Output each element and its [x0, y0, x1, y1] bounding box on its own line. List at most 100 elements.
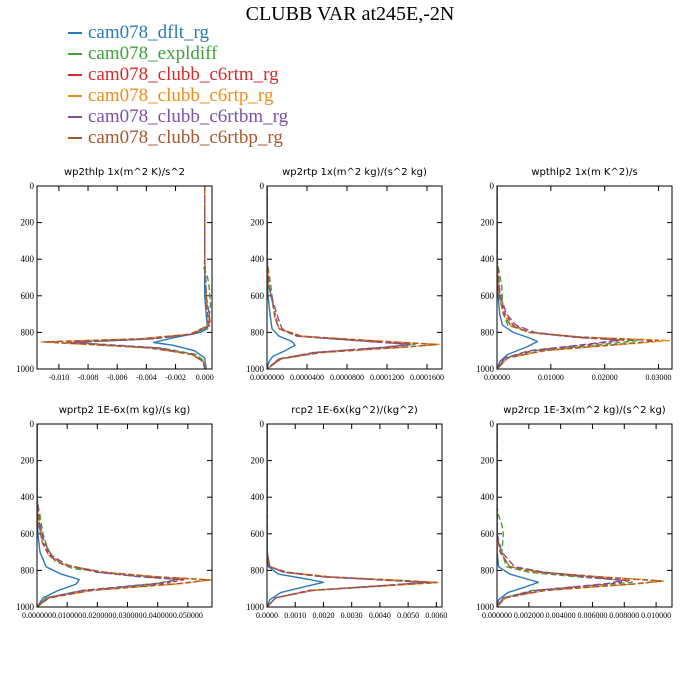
y-tick-label: 0 [30, 181, 35, 191]
series-line [37, 424, 180, 607]
y-tick-label: 600 [251, 291, 265, 301]
legend-item: cam078_clubb_c6rtm_rg [68, 64, 288, 85]
y-tick-label: 400 [21, 254, 35, 264]
x-tick-label: -0.008 [78, 373, 99, 382]
legend-swatch [68, 94, 82, 97]
y-tick-label: 800 [251, 565, 265, 575]
series-line [37, 424, 180, 607]
x-tick-label: 0.030000 [113, 611, 143, 620]
chart-title: wprtp2 1E-6x(m kg)/(s kg) [59, 405, 191, 416]
chart-panel: wp2thlp 1x(m^2 K)/s^2 0 200 400 600 800 1000 -0… [16, 167, 214, 382]
x-tick-label: 0.050000 [173, 611, 203, 620]
series-line [37, 424, 80, 607]
series-line [267, 424, 438, 607]
legend-item: cam078_clubb_c6rtbp_rg [68, 127, 288, 148]
x-tick-label: 0.0001600 [410, 373, 444, 382]
y-tick-label: 400 [481, 254, 495, 264]
y-tick-label: 200 [21, 218, 35, 228]
legend-label: cam078_clubb_c6rtbm_rg [88, 106, 289, 127]
x-tick-label: 0.010000 [641, 611, 671, 620]
x-tick-label: 0.0040 [369, 611, 391, 620]
x-tick-label: 0.02000 [592, 373, 618, 382]
x-tick-label: 0.020000 [82, 611, 112, 620]
x-tick-label: 0.0000400 [290, 373, 324, 382]
plot-frame [496, 423, 673, 608]
chart-panel: wp2rcp 1E-3x(m^2 kg)/(s^2 kg) 0 200 400 600 8… [476, 405, 673, 620]
legend-label: cam078_expldiff [88, 43, 218, 64]
series-line [497, 186, 619, 369]
x-tick-label: 0.0010 [284, 611, 306, 620]
x-tick-label: 0.00000 [484, 373, 510, 382]
legend-swatch [68, 52, 82, 55]
legend-label: cam078_dflt_rg [88, 22, 210, 43]
y-tick-label: 0 [260, 419, 265, 429]
legend-swatch [68, 31, 82, 34]
series-line [497, 186, 625, 369]
y-tick-label: 1000 [476, 602, 495, 612]
x-tick-label: 0.008000 [609, 611, 639, 620]
series-line [497, 424, 624, 607]
series-line [497, 186, 660, 369]
series-line [497, 424, 633, 607]
x-tick-label: -0.010 [49, 373, 70, 382]
y-tick-label: 200 [481, 456, 495, 466]
legend-swatch [68, 115, 82, 118]
y-tick-label: 400 [251, 254, 265, 264]
y-tick-label: 800 [251, 327, 265, 337]
chart-panel: wprtp2 1E-6x(m kg)/(s kg) 0 200 400 600 800 10… [16, 405, 213, 620]
x-tick-label: 0.000000 [22, 611, 52, 620]
series-line [69, 186, 212, 369]
y-tick-label: 600 [481, 529, 495, 539]
series-line [72, 186, 212, 369]
x-tick-label: 0.0000000 [250, 373, 284, 382]
y-tick-label: 800 [21, 327, 35, 337]
y-tick-label: 800 [481, 565, 495, 575]
legend-item: cam078_clubb_c6rtbm_rg [68, 106, 288, 127]
series-line [497, 424, 540, 607]
plot-frame [266, 185, 443, 370]
y-tick-label: 400 [251, 492, 265, 502]
x-tick-label: 0.006000 [577, 611, 607, 620]
y-tick-label: 600 [251, 529, 265, 539]
x-tick-label: 0.03000 [646, 373, 672, 382]
x-tick-label: 0.0050 [397, 611, 419, 620]
y-tick-label: 600 [481, 291, 495, 301]
series-line [267, 186, 296, 369]
chart-panel: wpthlp2 1x(m K^2)/s 0 200 400 600 800 10000.00… [476, 167, 673, 382]
chart-title: wp2rcp 1E-3x(m^2 kg)/(s^2 kg) [503, 405, 666, 416]
legend-item: cam078_dflt_rg [68, 22, 288, 43]
y-tick-label: 200 [21, 456, 35, 466]
legend-swatch [68, 136, 82, 139]
legend-swatch [68, 73, 82, 76]
series-line [497, 186, 539, 369]
chart-title: wpthlp2 1x(m K^2)/s [531, 167, 637, 178]
series-line [497, 186, 638, 369]
x-tick-label: 0.0030 [341, 611, 363, 620]
x-tick-label: 0.040000 [143, 611, 173, 620]
x-tick-label: 0.0001200 [370, 373, 404, 382]
chart-panel: rcp2 1E-6x(kg^2)/(kg^2) 0 200 400 600 800 1000… [246, 405, 447, 620]
chart-title: rcp2 1E-6x(kg^2)/(kg^2) [291, 405, 418, 416]
y-tick-label: 800 [21, 565, 35, 575]
series-line [267, 424, 432, 607]
y-tick-label: 200 [481, 218, 495, 228]
x-tick-label: 0.000 [196, 373, 214, 382]
y-tick-label: 200 [251, 456, 265, 466]
x-tick-label: 0.0000 [256, 611, 278, 620]
y-tick-label: 1000 [246, 602, 265, 612]
y-tick-label: 1000 [246, 364, 265, 374]
x-tick-label: 0.0060 [425, 611, 447, 620]
series-line [497, 424, 662, 607]
y-tick-label: 0 [260, 181, 265, 191]
y-tick-label: 400 [481, 492, 495, 502]
x-tick-label: 0.0000800 [330, 373, 364, 382]
series-line [267, 424, 440, 607]
series-line [43, 186, 210, 369]
y-tick-label: 1000 [16, 602, 35, 612]
series-line [153, 186, 209, 369]
y-tick-label: 0 [30, 419, 35, 429]
legend: cam078_dflt_rg cam078_expldiff cam078_cl… [68, 22, 288, 148]
series-line [37, 424, 212, 607]
series-line [37, 424, 186, 607]
y-tick-label: 1000 [16, 364, 35, 374]
